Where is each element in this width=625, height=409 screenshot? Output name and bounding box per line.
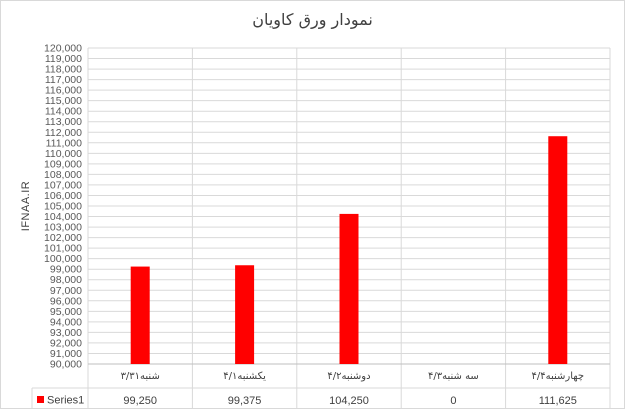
category-label: چهارشنبه۴/۴: [532, 371, 585, 382]
data-value-label: 0: [450, 395, 456, 407]
y-tick-label: 104,000: [44, 211, 82, 223]
y-tick-label: 109,000: [44, 158, 82, 170]
y-tick-label: 91,000: [50, 348, 82, 360]
y-tick-label: 115,000: [45, 95, 82, 107]
y-tick-label: 97,000: [50, 285, 82, 297]
category-label: دوشنبه۴/۲: [327, 371, 370, 382]
y-tick-label: 119,000: [45, 53, 82, 65]
y-tick-label: 96,000: [50, 295, 82, 307]
y-tick-label: 102,000: [44, 232, 82, 244]
y-tick-label: 98,000: [50, 274, 82, 286]
chart-title: نمودار ورق کاویان: [252, 10, 373, 29]
y-tick-label: 99,000: [50, 264, 82, 276]
y-tick-label: 106,000: [44, 190, 82, 202]
y-tick-label: 101,000: [44, 243, 82, 255]
y-tick-label: 113,000: [45, 116, 82, 128]
y-tick-label: 114,000: [45, 106, 82, 118]
bar: [130, 266, 150, 364]
y-tick-label: 93,000: [50, 327, 82, 339]
y-tick-label: 108,000: [44, 169, 82, 181]
y-tick-label: 111,000: [46, 137, 83, 149]
y-tick-label: 100,000: [44, 253, 82, 265]
bar: [339, 213, 359, 364]
y-tick-label: 94,000: [50, 316, 82, 328]
bar: [548, 136, 568, 364]
y-tick-label: 103,000: [44, 222, 82, 234]
legend-label: Series1: [47, 395, 84, 407]
legend-key: [37, 396, 44, 403]
y-tick-label: 90,000: [50, 359, 82, 371]
data-value-label: 99,250: [123, 395, 157, 407]
data-value-label: 111,625: [539, 395, 577, 407]
y-tick-label: 118,000: [45, 64, 82, 76]
y-tick-label: 107,000: [44, 179, 82, 191]
y-axis-label: IFNAA.IR: [20, 181, 32, 231]
y-tick-label: 92,000: [50, 337, 82, 349]
y-tick-label: 117,000: [45, 74, 82, 86]
data-value-label: 99,375: [228, 395, 262, 407]
category-label: یکشنبه۴/۱: [223, 371, 266, 382]
category-label: شنبه۳/۳۱: [121, 371, 160, 382]
y-tick-label: 120,000: [44, 43, 82, 55]
y-tick-label: 110,000: [45, 148, 82, 160]
bar: [235, 265, 255, 364]
category-label: سه شنبه۴/۳: [428, 371, 479, 382]
y-tick-label: 116,000: [45, 85, 82, 97]
y-tick-label: 95,000: [50, 306, 82, 318]
y-tick-label: 105,000: [44, 201, 82, 213]
y-tick-label: 112,000: [45, 127, 82, 139]
data-value-label: 104,250: [329, 395, 369, 407]
